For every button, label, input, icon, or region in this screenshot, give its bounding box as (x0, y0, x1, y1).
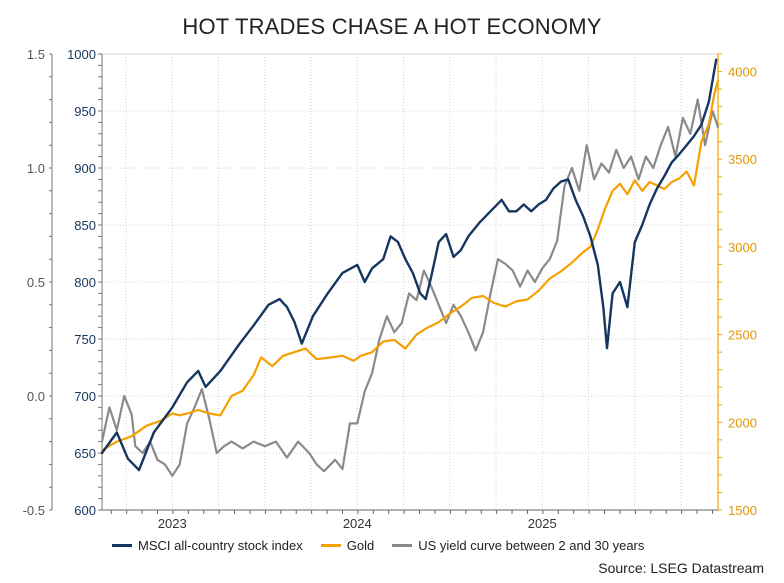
x-tick-label: 2023 (158, 516, 187, 531)
legend-item-msci: MSCI all-country stock index (112, 538, 303, 553)
right-tick-label: 3500 (728, 152, 757, 167)
legend-label-msci: MSCI all-country stock index (138, 538, 303, 553)
inner-left-tick-label: 800 (74, 275, 96, 290)
right-tick-label: 4000 (728, 65, 757, 80)
legend: MSCI all-country stock index Gold US yie… (112, 538, 662, 553)
legend-label-yield-curve: US yield curve between 2 and 30 years (418, 538, 645, 553)
right-tick-label: 2000 (728, 415, 757, 430)
inner-left-tick-label: 850 (74, 218, 96, 233)
outer-left-tick-label: 1.0 (27, 161, 45, 176)
inner-left-tick-label: 750 (74, 332, 96, 347)
outer-left-tick-label: -0.5 (23, 503, 45, 518)
legend-swatch-gold (320, 544, 341, 547)
inner-left-tick-label: 700 (74, 389, 96, 404)
outer-left-tick-label: 1.5 (27, 47, 45, 62)
outer-left-tick-label: 0.0 (27, 389, 45, 404)
series-line-msci (100, 58, 718, 472)
inner-left-tick-label: 600 (74, 503, 96, 518)
series-line-yield-curve (100, 98, 720, 477)
legend-item-gold: Gold (320, 538, 375, 553)
inner-left-tick-label: 1000 (67, 47, 96, 62)
inner-left-tick-label: 900 (74, 161, 96, 176)
legend-item-yield-curve: US yield curve between 2 and 30 years (392, 538, 644, 553)
chart-title: HOT TRADES CHASE A HOT ECONOMY (182, 14, 602, 39)
right-tick-label: 1500 (728, 503, 757, 518)
plot-area (101, 53, 719, 511)
right-tick-label: 2500 (728, 328, 757, 343)
inner-left-tick-label: 950 (74, 104, 96, 119)
inner-left-tick-label: 650 (74, 446, 96, 461)
legend-label-gold: Gold (346, 538, 375, 553)
outer-left-tick-label: 0.5 (27, 275, 45, 290)
legend-swatch-msci (112, 544, 132, 547)
source-note: Source: LSEG Datastream (598, 560, 764, 576)
x-tick-label: 2025 (528, 516, 557, 531)
legend-swatch-yield-curve (392, 544, 413, 547)
series-line-gold (100, 79, 720, 452)
right-tick-label: 3000 (728, 240, 757, 255)
x-tick-label: 2024 (343, 516, 372, 531)
